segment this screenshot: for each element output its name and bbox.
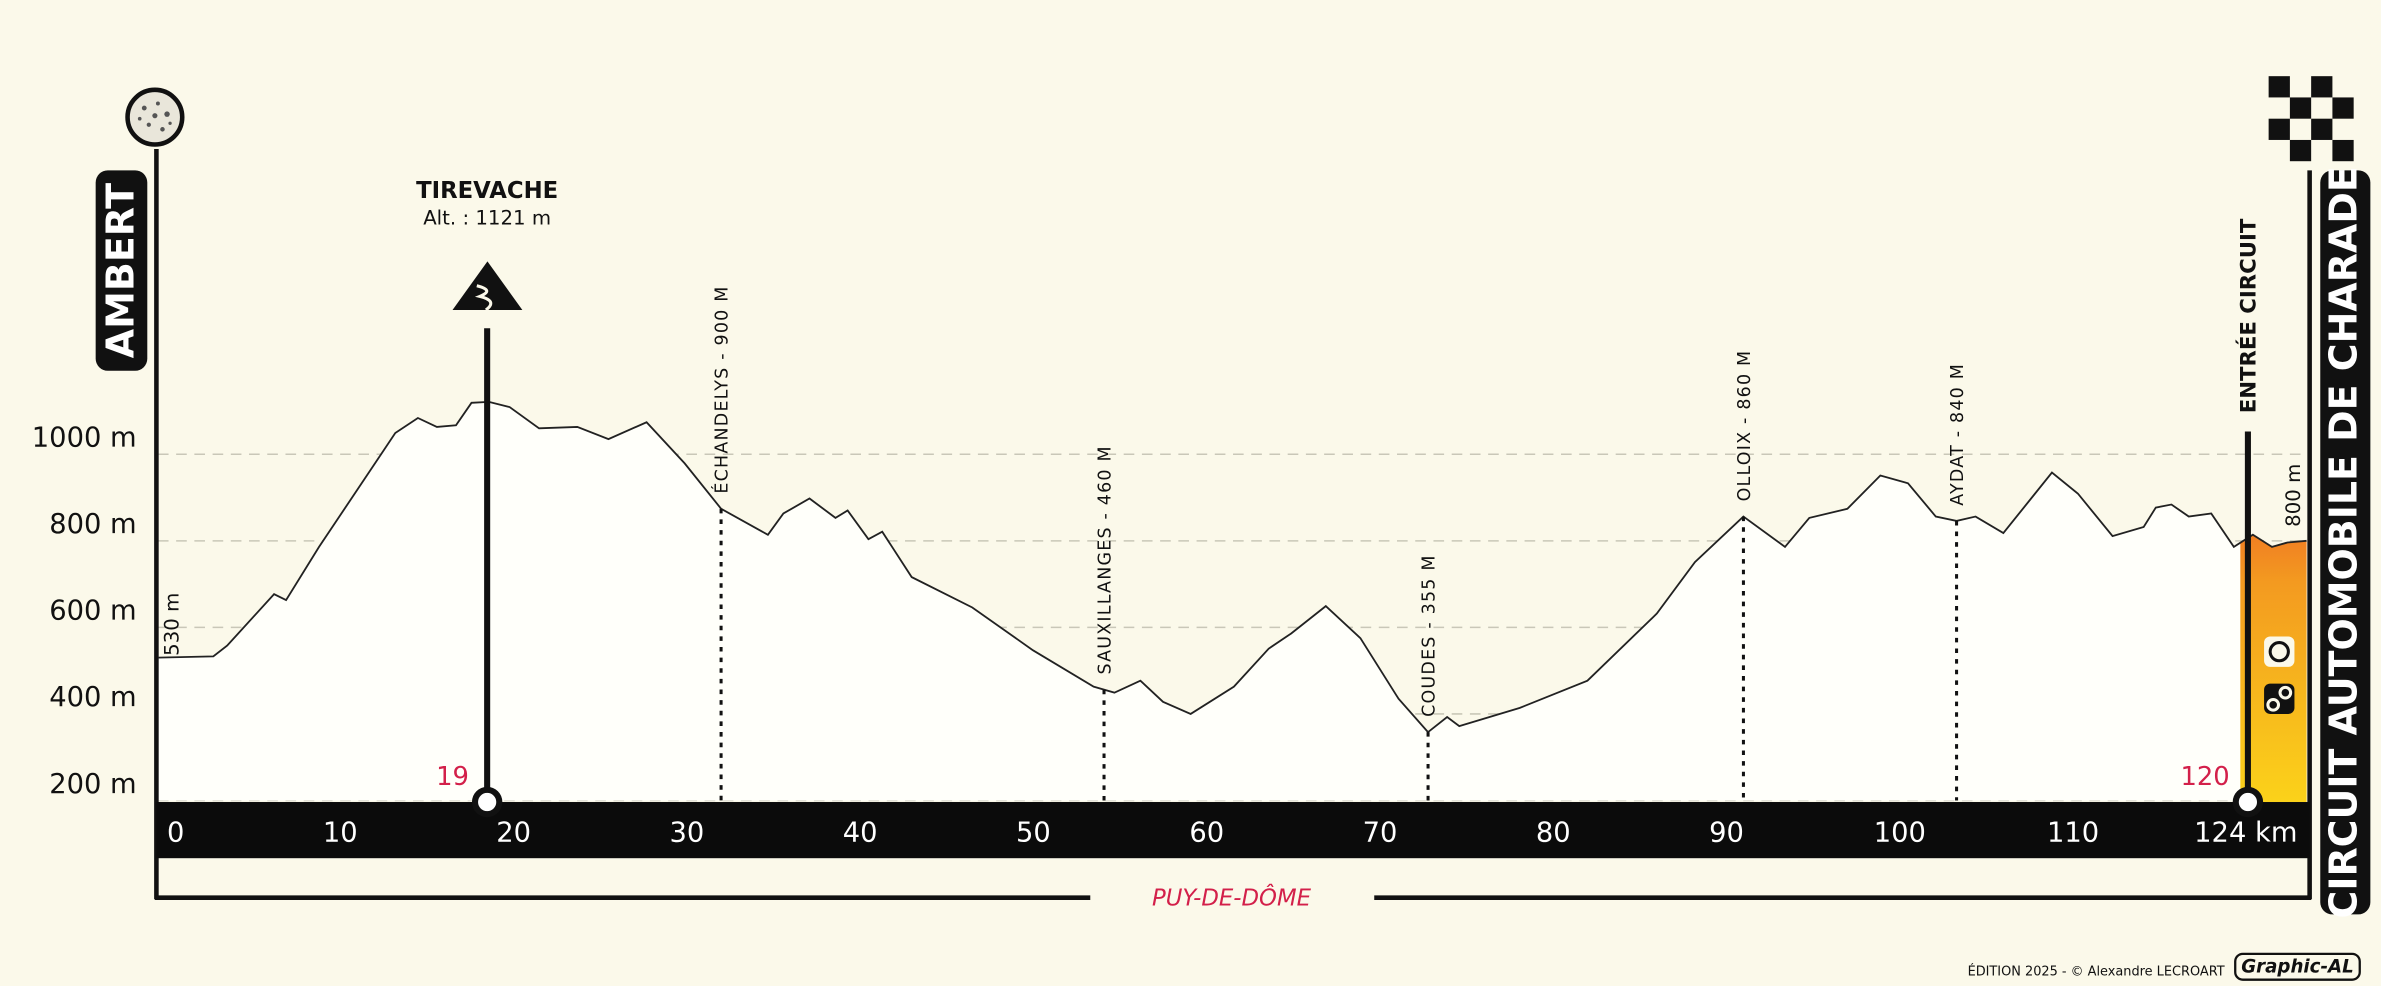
start-box bbox=[95, 170, 148, 371]
y-tick-label: 1000 m bbox=[32, 423, 137, 454]
brand-box bbox=[2234, 952, 2361, 981]
climb-name: TIREVACHE bbox=[416, 178, 558, 204]
finish-flag bbox=[2268, 76, 2354, 162]
x-tick-label: 0 bbox=[167, 817, 184, 848]
x-tick-label: 50 bbox=[1016, 817, 1051, 848]
climb-altitude: Alt. : 1121 m bbox=[423, 206, 551, 229]
waypoint-label: ÉCHANDELYS - 900 M bbox=[711, 285, 733, 493]
climb-km: 19 bbox=[436, 762, 469, 792]
brand: Graphic-AL bbox=[2241, 957, 2354, 978]
finish-icon-glyph bbox=[2268, 641, 2290, 663]
y-tick-label: 800 m bbox=[49, 509, 136, 540]
finish-altitude: 800 m bbox=[2282, 464, 2305, 527]
region-label: PUY-DE-DÔME bbox=[1152, 884, 1312, 912]
finish-label: CIRCUIT AUTOMOBILE DE CHARADE bbox=[2322, 166, 2366, 918]
start-altitude: 530 m bbox=[161, 593, 184, 656]
finish-marker-dot bbox=[2232, 786, 2264, 818]
finish-box bbox=[2320, 170, 2371, 915]
finish-marker-km: 120 bbox=[2180, 762, 2229, 792]
finish-zone bbox=[2240, 534, 2307, 803]
y-tick-label: 200 m bbox=[49, 769, 136, 800]
profile-fill bbox=[157, 401, 2307, 801]
finish-icon-glyph bbox=[2266, 697, 2281, 712]
waypoint-label: COUDES - 355 M bbox=[1420, 554, 1440, 717]
climb-icon-road bbox=[474, 284, 493, 312]
y-tick-label: 600 m bbox=[49, 596, 136, 627]
x-tick-label: 10 bbox=[323, 817, 358, 848]
start-label: AMBERT bbox=[98, 183, 142, 359]
finish-icon bbox=[2264, 683, 2295, 714]
waypoint-label: SAUXILLANGES - 460 M bbox=[1096, 445, 1116, 674]
x-tick-label: 80 bbox=[1536, 817, 1571, 848]
x-tick-label: 30 bbox=[669, 817, 704, 848]
x-tick-label: 70 bbox=[1363, 817, 1398, 848]
credit: ÉDITION 2025 - © Alexandre LECROART bbox=[1968, 964, 2225, 980]
x-tick-label: 20 bbox=[496, 817, 531, 848]
km-band bbox=[156, 802, 2310, 859]
x-tick-label: 60 bbox=[1189, 817, 1224, 848]
x-tick-label: 90 bbox=[1709, 817, 1744, 848]
profile-line bbox=[157, 400, 2307, 734]
x-tick-label: 40 bbox=[843, 817, 878, 848]
start-icon-texture bbox=[137, 101, 172, 132]
climb-icon bbox=[452, 261, 523, 311]
waypoint-label: OLLOIX - 860 M bbox=[1735, 350, 1755, 502]
x-tick-label: 100 bbox=[1874, 817, 1926, 848]
x-tick-label: 124 km bbox=[2194, 817, 2297, 848]
y-tick-label: 400 m bbox=[49, 682, 136, 713]
waypoint-label: AYDAT - 840 M bbox=[1948, 363, 1968, 506]
finish-icon bbox=[2264, 636, 2295, 667]
finish-icon-glyph bbox=[2278, 685, 2293, 700]
finish-marker-label: ENTRÉE CIRCUIT bbox=[2235, 218, 2261, 413]
x-tick-label: 110 bbox=[2047, 817, 2099, 848]
climb-dot bbox=[471, 786, 503, 818]
